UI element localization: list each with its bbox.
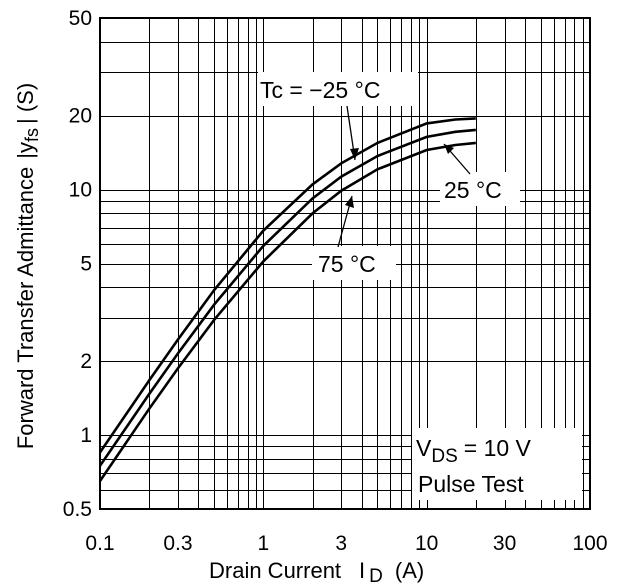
condition-pulse-line: Pulse Test: [418, 471, 524, 497]
test-condition-note: VDS = 10 V Pulse Test: [412, 428, 582, 500]
series-label-75c-arrowhead: [345, 196, 354, 208]
plot-frame: [99, 17, 591, 510]
series-label-25c-arrowhead: [444, 144, 454, 154]
x-tick-label: 10: [415, 532, 438, 555]
series-label-tc-minus25: Tc = −25 °C: [258, 72, 418, 161]
y-tick-label: 10: [69, 179, 92, 202]
series-curves: [98, 117, 476, 482]
x-tick-label: 100: [572, 532, 607, 555]
x-axis-title: Drain Current I D (A): [209, 558, 424, 584]
series-line-1: [98, 128, 476, 467]
series-label-25c: 25 °C: [440, 143, 520, 206]
tick-labels: 0.1 0.3 1 3 10 30 100 0.5 1 2 5 10 20 50: [63, 7, 608, 555]
x-tick-label: 30: [493, 532, 516, 555]
y-tick-label: 5: [80, 253, 92, 276]
y-tick-label: 1: [80, 424, 92, 447]
series-label-tc-minus25-text: Tc = −25 °C: [260, 77, 380, 103]
y-tick-label: 0.5: [63, 498, 92, 521]
series-label-25c-text: 25 °C: [444, 177, 502, 203]
series-line-2: [98, 141, 476, 482]
x-tick-label: 0.1: [85, 532, 114, 555]
y-tick-label: 2: [80, 350, 92, 373]
x-tick-label: 1: [257, 532, 269, 555]
y-axis-title: Forward Transfer Admittance|yfs| (S): [13, 83, 42, 449]
series-label-75c-text: 75 °C: [318, 251, 376, 277]
condition-vds-line: VDS = 10 V: [416, 435, 532, 467]
series-label-75c: 75 °C: [312, 195, 396, 280]
x-tick-label: 0.3: [163, 532, 192, 555]
y-tick-label: 20: [69, 105, 92, 128]
x-tick-label: 3: [335, 532, 347, 555]
series-line-0: [98, 117, 476, 454]
y-tick-label: 50: [69, 7, 92, 30]
series-label-tc-minus25-arrowhead: [350, 148, 359, 160]
